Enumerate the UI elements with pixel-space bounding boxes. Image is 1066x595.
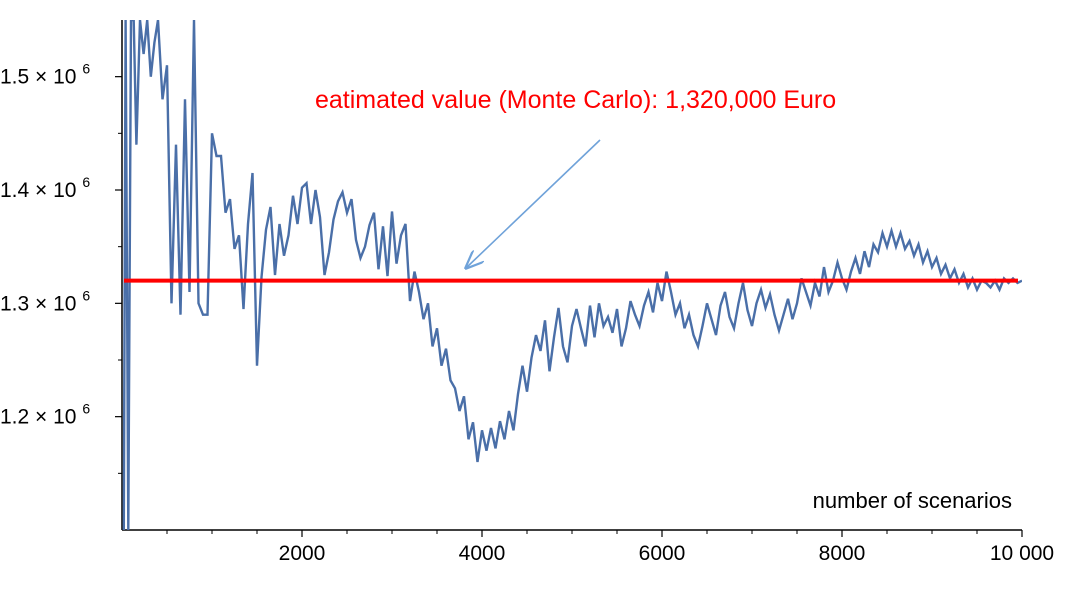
x-axis-label: number of scenarios [813, 488, 1012, 513]
y-tick-label: 1.5 × 10 6 [0, 61, 90, 89]
monte-carlo-chart: 1.2 × 10 6 1.3 × 10 6 1.4 × 10 6 1.5 × 10 6… [0, 0, 1066, 595]
y-tick-label: 1.4 × 10 6 [0, 174, 90, 202]
chart-svg: 1.2 × 10 6 1.3 × 10 6 1.4 × 10 6 1.5 × 10 6… [0, 0, 1066, 595]
annotation-text: eatimated value (Monte Carlo): 1,320,000… [315, 86, 836, 114]
x-tick-label: 10 000 [990, 542, 1054, 565]
y-tick-label: 1.3 × 10 6 [0, 287, 90, 315]
y-tick-label: 1.2 × 10 6 [0, 401, 90, 429]
x-tick-label: 8000 [819, 542, 866, 565]
x-tick-label: 6000 [639, 542, 686, 565]
x-tick-label: 2000 [279, 542, 326, 565]
x-tick-label: 4000 [459, 542, 506, 565]
